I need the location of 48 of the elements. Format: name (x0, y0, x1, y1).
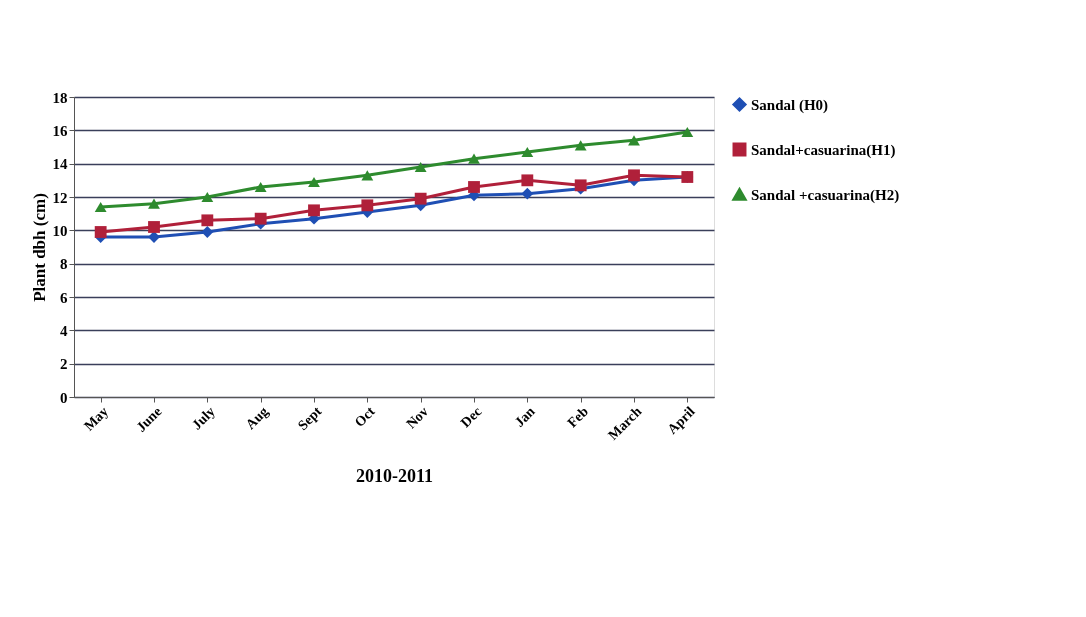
point (308, 204, 320, 217)
y-tick-label: 10 (52, 222, 68, 239)
x-tick-label: Feb (564, 403, 592, 431)
point (254, 212, 267, 225)
x-tick-label: Dec (457, 403, 485, 431)
y-tick-label: 14 (52, 156, 68, 173)
legend-label: Sandal+casuarina(H1) (751, 141, 896, 159)
y-tick-label: 18 (52, 89, 68, 106)
point (361, 170, 374, 181)
x-tick-label: Jan (511, 403, 538, 430)
y-tick-label: 8 (60, 256, 68, 273)
x-tick-label: Oct (351, 403, 378, 430)
legend-label: Sandal (H0) (751, 96, 829, 114)
point (94, 201, 107, 213)
y-tick-label: 2 (60, 356, 68, 373)
point (201, 214, 214, 227)
point (201, 191, 214, 203)
legend-label: Sandal +casuarina(H2) (751, 186, 900, 204)
point (148, 221, 160, 233)
x-tick-label: Aug (242, 403, 272, 433)
point (681, 126, 694, 138)
y-axis-title: Plant dbh (cm) (29, 193, 49, 302)
point (254, 181, 267, 193)
point (468, 153, 480, 164)
point (148, 198, 160, 209)
point (521, 187, 534, 200)
y-tick-label: 12 (52, 189, 68, 206)
y-tick-label: 4 (60, 322, 68, 339)
point (201, 226, 214, 238)
point (414, 192, 427, 205)
point (468, 181, 480, 193)
x-tick-label: July (188, 403, 218, 433)
y-tick-label: 16 (52, 122, 68, 139)
x-tick-label: May (81, 403, 112, 434)
point (361, 199, 374, 212)
point (521, 174, 534, 187)
x-tick-label: Nov (403, 403, 432, 432)
point (574, 140, 587, 151)
x-tick-label: June (133, 403, 165, 435)
point (628, 169, 640, 182)
point (414, 161, 427, 173)
point (94, 226, 107, 238)
point (308, 176, 320, 188)
x-axis-title: 2010-2011 (355, 465, 434, 486)
y-tick-label: 6 (60, 289, 68, 306)
point (521, 146, 534, 158)
x-tick-label: Sept (295, 403, 325, 434)
y-tick-label: 0 (60, 389, 68, 406)
